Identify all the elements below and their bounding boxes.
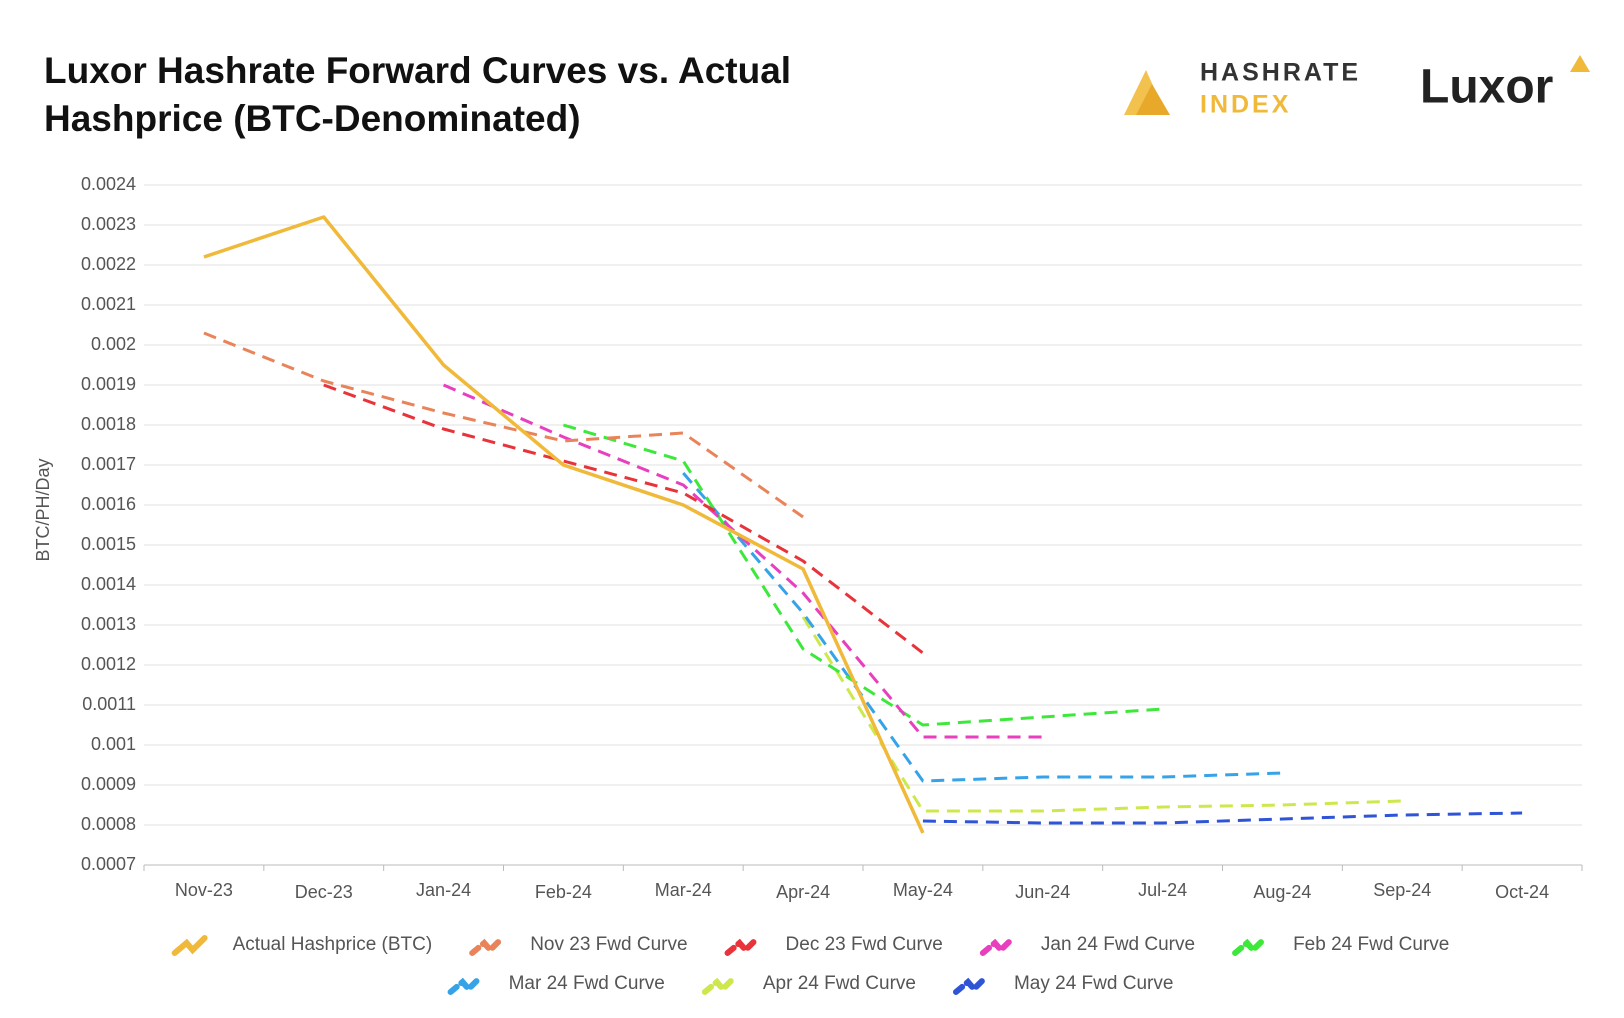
- legend-item: Dec 23 Fwd Curve: [724, 934, 943, 956]
- x-tick-label: Jun-24: [1015, 882, 1070, 902]
- logo-text: Luxor: [1420, 61, 1553, 114]
- y-tick-label: 0.0017: [81, 454, 136, 474]
- y-tick-label: 0.0013: [81, 614, 136, 634]
- legend-label: May 24 Fwd Curve: [1014, 973, 1173, 994]
- series-line: [682, 472, 1283, 783]
- y-tick-label: 0.0008: [81, 814, 136, 834]
- legend-icon: [469, 935, 506, 956]
- y-tick-label: 0.001: [91, 734, 136, 754]
- legend-icon: [979, 935, 1016, 956]
- y-tick-label: 0.002: [91, 334, 136, 354]
- x-tick-label: May-24: [893, 880, 953, 900]
- legend-icon: [447, 974, 484, 995]
- x-tick-label: Feb-24: [535, 882, 592, 902]
- legend-label: Actual Hashprice (BTC): [233, 934, 433, 955]
- series-line: [442, 383, 1043, 739]
- legend-icon: [171, 935, 208, 956]
- legend-icon: [1232, 935, 1269, 956]
- logo-mark: [1136, 84, 1170, 115]
- legend-icon: [701, 974, 738, 995]
- x-tick-label: Nov-23: [175, 880, 233, 900]
- x-tick-label: Oct-24: [1495, 882, 1549, 902]
- series-line: [323, 383, 924, 655]
- x-tick-label: Mar-24: [655, 880, 712, 900]
- legend-item: Apr 24 Fwd Curve: [701, 973, 916, 995]
- logo-mark: [1570, 55, 1590, 72]
- legend-item: Nov 23 Fwd Curve: [469, 934, 688, 956]
- series-line: [801, 616, 1403, 813]
- y-tick-label: 0.0018: [81, 414, 136, 434]
- hashrate-index-logo: HASHRATE INDEX: [1124, 59, 1361, 119]
- legend-item: May 24 Fwd Curve: [952, 973, 1173, 995]
- y-tick-label: 0.0009: [81, 774, 136, 794]
- y-tick-label: 0.0015: [81, 534, 136, 554]
- legend-label: Jan 24 Fwd Curve: [1041, 934, 1195, 955]
- legend-item: Jan 24 Fwd Curve: [979, 934, 1195, 956]
- series-line: [562, 423, 1163, 727]
- y-tick-label: 0.0011: [82, 694, 136, 714]
- legend-icon: [724, 935, 761, 956]
- legend-label: Mar 24 Fwd Curve: [509, 973, 665, 994]
- luxor-logo: Luxor: [1420, 55, 1590, 114]
- x-tick-label: Dec-23: [295, 882, 353, 902]
- legend-label: Feb 24 Fwd Curve: [1293, 934, 1449, 955]
- logo-text: HASHRATE: [1200, 59, 1361, 87]
- y-tick-label: 0.0014: [81, 574, 136, 594]
- legend-item: Feb 24 Fwd Curve: [1232, 934, 1449, 956]
- chart-title: Hashprice (BTC-Denominated): [44, 98, 581, 139]
- y-tick-label: 0.0007: [81, 854, 136, 874]
- y-tick-label: 0.0012: [81, 654, 136, 674]
- y-tick-label: 0.0022: [81, 254, 136, 274]
- y-tick-label: 0.0019: [81, 374, 136, 394]
- legend-label: Dec 23 Fwd Curve: [786, 934, 943, 955]
- legend-label: Apr 24 Fwd Curve: [763, 973, 916, 994]
- x-tick-label: Jul-24: [1138, 880, 1187, 900]
- x-tick-label: Sep-24: [1373, 880, 1431, 900]
- series-line: [203, 331, 804, 519]
- series-line: [203, 215, 925, 834]
- legend-icon: [952, 974, 989, 995]
- x-tick-label: Jan-24: [416, 880, 471, 900]
- logo-text: INDEX: [1200, 91, 1291, 119]
- legend-item: Actual Hashprice (BTC): [171, 934, 433, 956]
- chart-title: Luxor Hashrate Forward Curves vs. Actual: [44, 50, 791, 91]
- y-axis-label: BTC/PH/Day: [33, 458, 53, 561]
- y-tick-label: 0.0024: [81, 174, 136, 194]
- y-tick-label: 0.0016: [81, 494, 136, 514]
- y-tick-label: 0.0023: [81, 214, 136, 234]
- legend-item: Mar 24 Fwd Curve: [447, 973, 665, 995]
- x-tick-label: Aug-24: [1253, 882, 1311, 902]
- x-tick-label: Apr-24: [776, 882, 830, 902]
- legend-label: Nov 23 Fwd Curve: [530, 934, 687, 955]
- series-line: [922, 811, 1523, 825]
- y-tick-label: 0.0021: [81, 294, 136, 314]
